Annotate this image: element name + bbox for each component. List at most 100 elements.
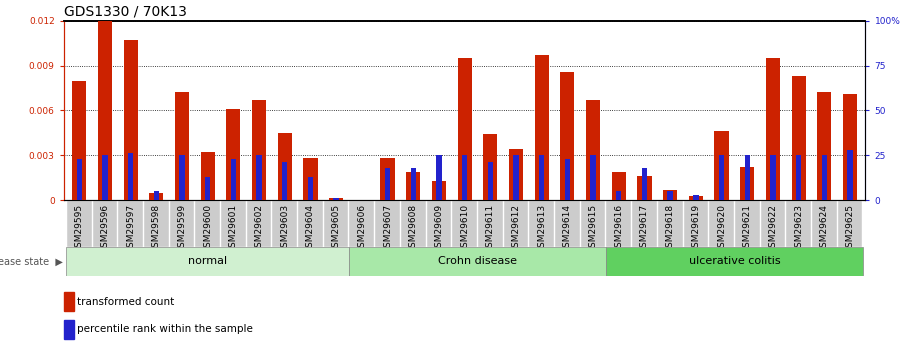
Bar — [278, 133, 292, 200]
Bar — [792, 76, 805, 200]
Text: GSM29615: GSM29615 — [589, 204, 598, 253]
Bar — [230, 159, 236, 200]
FancyBboxPatch shape — [658, 200, 682, 247]
Bar — [384, 168, 390, 200]
FancyBboxPatch shape — [735, 200, 760, 247]
Text: GSM29609: GSM29609 — [435, 204, 444, 253]
Text: GSM29620: GSM29620 — [717, 204, 726, 253]
FancyBboxPatch shape — [221, 200, 246, 247]
FancyBboxPatch shape — [580, 200, 606, 247]
Bar — [513, 155, 518, 200]
Text: GSM29614: GSM29614 — [563, 204, 572, 253]
Bar — [535, 55, 548, 200]
Bar — [462, 155, 467, 200]
Bar — [72, 80, 87, 200]
FancyBboxPatch shape — [683, 200, 708, 247]
Bar — [586, 100, 600, 200]
Text: GDS1330 / 70K13: GDS1330 / 70K13 — [64, 4, 187, 18]
Text: Crohn disease: Crohn disease — [438, 256, 517, 266]
Text: GSM29617: GSM29617 — [640, 204, 649, 253]
Bar — [282, 162, 288, 200]
Bar — [689, 196, 703, 200]
FancyBboxPatch shape — [118, 200, 143, 247]
Text: GSM29608: GSM29608 — [409, 204, 418, 253]
FancyBboxPatch shape — [375, 200, 400, 247]
FancyBboxPatch shape — [195, 200, 220, 247]
Bar — [102, 155, 107, 200]
Bar — [179, 155, 185, 200]
FancyBboxPatch shape — [144, 200, 169, 247]
Bar — [432, 181, 446, 200]
Bar — [766, 58, 780, 200]
FancyBboxPatch shape — [786, 200, 811, 247]
Text: ulcerative colitis: ulcerative colitis — [689, 256, 780, 266]
Bar — [663, 190, 677, 200]
FancyBboxPatch shape — [298, 200, 322, 247]
Bar — [308, 177, 313, 200]
FancyBboxPatch shape — [401, 200, 425, 247]
FancyBboxPatch shape — [812, 200, 836, 247]
Bar — [149, 193, 163, 200]
FancyBboxPatch shape — [272, 200, 297, 247]
Bar — [226, 109, 241, 200]
FancyBboxPatch shape — [504, 200, 528, 247]
Bar — [817, 92, 832, 200]
Bar — [843, 94, 857, 200]
FancyBboxPatch shape — [632, 200, 657, 247]
Bar — [590, 155, 596, 200]
Text: transformed count: transformed count — [77, 297, 175, 306]
Text: GSM29602: GSM29602 — [254, 204, 263, 253]
Text: GSM29604: GSM29604 — [306, 204, 315, 253]
FancyBboxPatch shape — [349, 247, 606, 276]
Bar — [154, 191, 159, 200]
FancyBboxPatch shape — [607, 200, 631, 247]
Text: GSM29606: GSM29606 — [357, 204, 366, 253]
Text: normal: normal — [188, 256, 227, 266]
Bar — [560, 71, 575, 200]
Bar — [411, 168, 416, 200]
Text: disease state  ▶: disease state ▶ — [0, 256, 63, 266]
Bar — [256, 155, 261, 200]
Bar — [714, 131, 729, 200]
Bar — [822, 155, 827, 200]
Bar — [539, 155, 545, 200]
Bar — [77, 159, 82, 200]
Bar — [487, 162, 493, 200]
Bar — [693, 195, 699, 200]
Bar — [483, 134, 497, 200]
Bar — [205, 177, 210, 200]
Text: GSM29622: GSM29622 — [769, 204, 777, 253]
Text: GSM29618: GSM29618 — [666, 204, 675, 253]
FancyBboxPatch shape — [710, 200, 734, 247]
FancyBboxPatch shape — [247, 200, 271, 247]
Bar — [406, 172, 420, 200]
Text: GSM29611: GSM29611 — [486, 204, 495, 253]
Bar — [565, 159, 570, 200]
FancyBboxPatch shape — [67, 247, 349, 276]
Bar — [303, 158, 318, 200]
FancyBboxPatch shape — [67, 200, 91, 247]
Bar — [740, 167, 754, 200]
Text: GSM29600: GSM29600 — [203, 204, 212, 253]
Bar — [796, 155, 802, 200]
Bar — [436, 155, 442, 200]
Text: GSM29599: GSM29599 — [178, 204, 187, 253]
Text: GSM29625: GSM29625 — [845, 204, 855, 253]
Bar — [200, 152, 215, 200]
Bar — [509, 149, 523, 200]
Bar — [668, 191, 673, 200]
Text: GSM29613: GSM29613 — [537, 204, 547, 253]
Text: GSM29612: GSM29612 — [511, 204, 520, 253]
Bar — [771, 155, 775, 200]
Text: GSM29596: GSM29596 — [100, 204, 109, 253]
FancyBboxPatch shape — [761, 200, 785, 247]
Bar — [381, 158, 394, 200]
Text: GSM29623: GSM29623 — [794, 204, 804, 253]
FancyBboxPatch shape — [606, 247, 863, 276]
Bar — [641, 168, 647, 200]
Bar — [744, 155, 750, 200]
Text: percentile rank within the sample: percentile rank within the sample — [77, 325, 253, 334]
Bar — [616, 191, 621, 200]
FancyBboxPatch shape — [478, 200, 503, 247]
Bar — [175, 92, 189, 200]
